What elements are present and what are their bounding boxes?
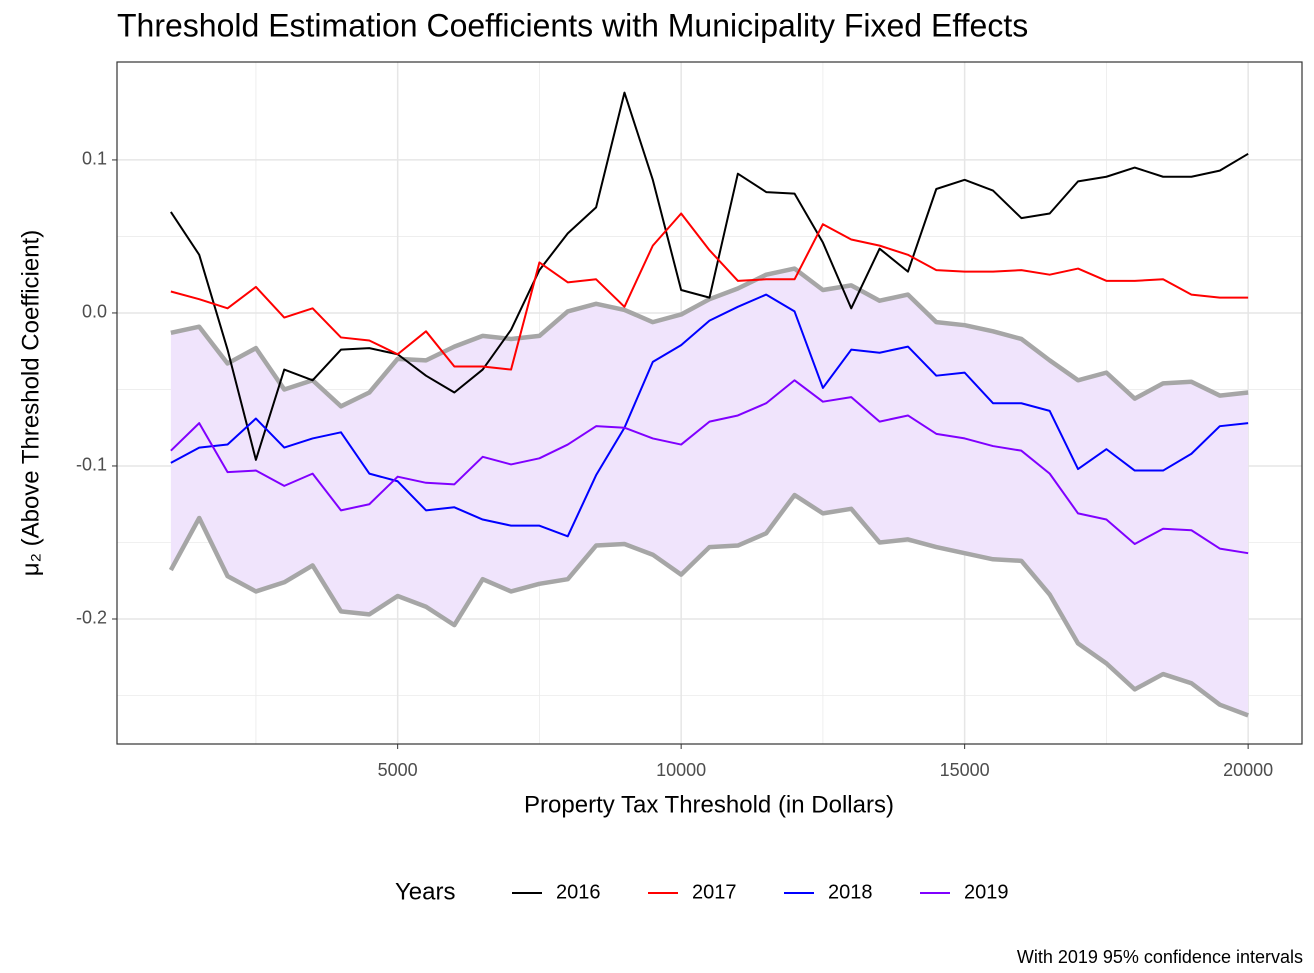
confidence-band	[170, 268, 1249, 716]
y-tick-label: -0.1	[76, 455, 107, 475]
series-line	[170, 212, 1249, 371]
band-upper-line	[170, 266, 1249, 409]
x-tick-label: 15000	[940, 760, 990, 780]
y-axis-title: μ₂ (Above Threshold Coefficient)	[17, 230, 44, 576]
legend-label: 2017	[692, 881, 737, 903]
x-tick-label: 5000	[378, 760, 418, 780]
x-tick-label: 10000	[656, 760, 706, 780]
chart-title: Threshold Estimation Coefficients with M…	[117, 7, 1028, 43]
y-tick-label: -0.2	[76, 608, 107, 628]
x-tick-label: 20000	[1223, 760, 1273, 780]
series-line	[170, 91, 1249, 461]
y-tick-label: 0.0	[82, 302, 107, 322]
y-tick-label: 0.1	[82, 149, 107, 169]
legend-label: 2018	[828, 881, 873, 903]
x-axis-title: Property Tax Threshold (in Dollars)	[524, 791, 894, 818]
plot-border	[116, 61, 1303, 745]
series-line	[170, 293, 1249, 538]
legend-title: Years	[395, 878, 456, 905]
caption: With 2019 95% confidence intervals	[1017, 947, 1303, 967]
legend-label: 2019	[964, 881, 1009, 903]
legend-label: 2016	[556, 881, 601, 903]
band-lower-line	[168, 492, 1249, 718]
series-line	[170, 379, 1249, 555]
